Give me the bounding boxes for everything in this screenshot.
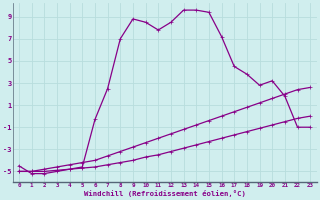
X-axis label: Windchill (Refroidissement éolien,°C): Windchill (Refroidissement éolien,°C) <box>84 190 245 197</box>
